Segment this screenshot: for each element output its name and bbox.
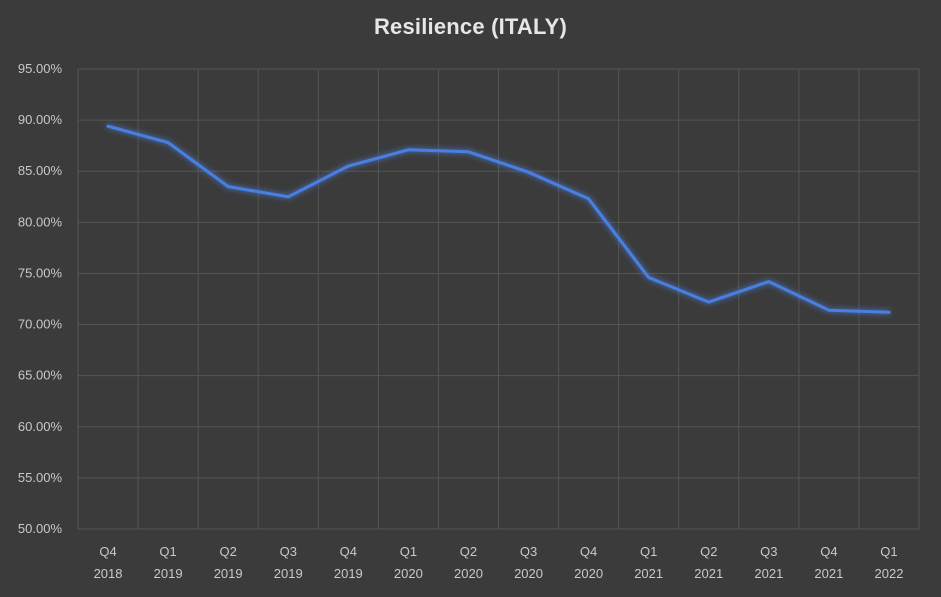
y-tick-label: 75.00% [18, 265, 63, 280]
series [106, 124, 891, 314]
y-tick-label: 65.00% [18, 368, 63, 383]
x-tick-label: Q3 2019 [274, 544, 303, 581]
x-tick-label: Q1 2021 [634, 544, 663, 581]
y-tick-label: 55.00% [18, 470, 63, 485]
x-tick-label: Q4 2019 [334, 544, 363, 581]
x-tick-label: Q1 2019 [154, 544, 183, 581]
y-tick-label: 85.00% [18, 163, 63, 178]
x-tick-label: Q3 2020 [514, 544, 543, 581]
x-tick-label: Q4 2021 [814, 544, 843, 581]
y-tick-label: 50.00% [18, 521, 63, 536]
y-tick-label: 90.00% [18, 112, 63, 127]
y-tick-label: 80.00% [18, 214, 63, 229]
series-line [106, 124, 891, 314]
y-tick-label: 60.00% [18, 419, 63, 434]
y-tick-label: 70.00% [18, 317, 63, 332]
grid [77, 68, 920, 530]
x-tick-label: Q3 2021 [754, 544, 783, 581]
x-tick-label: Q1 2020 [394, 544, 423, 581]
x-tick-label: Q1 2022 [875, 544, 904, 581]
chart-title: Resilience (ITALY) [373, 14, 568, 39]
x-tick-label: Q2 2019 [214, 544, 243, 581]
x-tick-label: Q4 2018 [94, 544, 123, 581]
x-tick-label: Q4 2020 [574, 544, 603, 581]
y-axis-ticks: 50.00% 55.00% 60.00% 65.00% 70.00% 75.00% 80.0… [18, 61, 63, 536]
x-axis-ticks: Q4 2018 Q1 2019 Q2 2019 Q3 2019 Q4 2019 Q1 2020 Q2 20… [94, 544, 904, 581]
y-tick-label: 95.00% [18, 61, 63, 76]
x-tick-label: Q2 2021 [694, 544, 723, 581]
x-tick-label: Q2 2020 [454, 544, 483, 581]
